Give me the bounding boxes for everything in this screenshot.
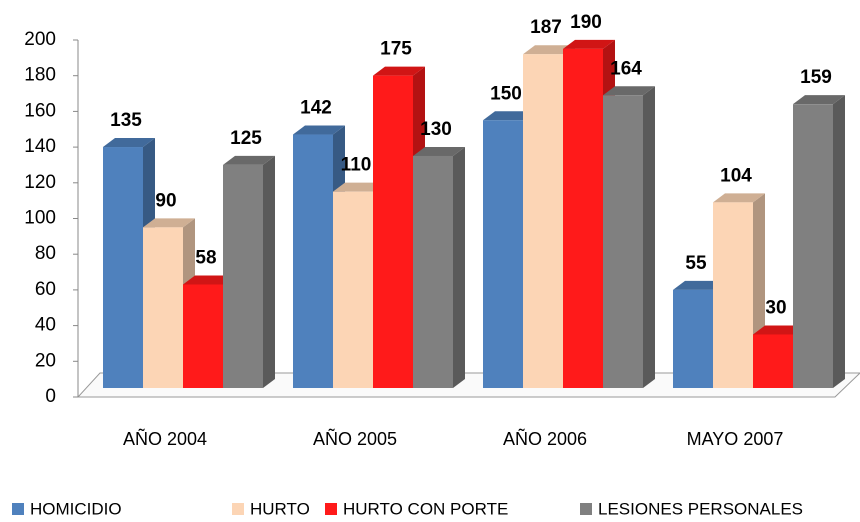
legend-label: HURTO — [250, 499, 310, 518]
bar-top — [563, 39, 615, 49]
bar-front — [563, 48, 603, 388]
bar-top — [523, 45, 575, 55]
bar-front — [753, 334, 793, 388]
y-tick-label: 40 — [35, 315, 56, 336]
bar-front — [413, 155, 453, 388]
data-label: 142 — [300, 98, 332, 119]
x-tick-label: AÑO 2004 — [123, 428, 207, 449]
y-tick-label: 100 — [24, 208, 56, 229]
bar-front — [223, 164, 263, 388]
data-label: 150 — [490, 83, 522, 104]
data-label: 90 — [155, 190, 176, 211]
bar-side — [833, 95, 845, 388]
legend-label: HURTO CON PORTE — [343, 499, 508, 518]
bar-top — [673, 280, 725, 290]
bar-front — [373, 75, 413, 388]
bar-side — [643, 86, 655, 388]
bar-top — [373, 66, 425, 76]
bar — [183, 275, 235, 388]
x-tick-label: AÑO 2006 — [503, 428, 587, 449]
bar-front — [143, 227, 183, 388]
data-label: 104 — [720, 165, 752, 186]
y-tick-label: 200 — [24, 29, 56, 50]
bar — [603, 86, 655, 388]
bar-front — [673, 289, 713, 388]
bar-front — [183, 284, 223, 388]
data-label: 135 — [110, 110, 142, 131]
x-tick-label: MAYO 2007 — [687, 429, 784, 449]
bar-top — [103, 138, 155, 148]
x-tick-label: AÑO 2005 — [313, 428, 397, 449]
bar-top — [183, 275, 235, 285]
data-label: 187 — [530, 17, 562, 38]
bar-front — [713, 202, 753, 388]
y-tick-label: 80 — [35, 243, 56, 264]
y-tick-label: 180 — [24, 65, 56, 86]
data-label: 175 — [380, 39, 412, 60]
bar-top — [603, 86, 655, 96]
bar-front — [293, 134, 333, 388]
legend-swatch — [12, 503, 24, 515]
bar-top — [413, 146, 465, 156]
bar-side — [263, 155, 275, 388]
data-label: 110 — [341, 155, 372, 176]
bar-front — [103, 147, 143, 388]
data-label: 55 — [685, 253, 707, 274]
bar-front — [603, 95, 643, 388]
legend-swatch — [325, 503, 337, 515]
bar-front — [483, 120, 523, 388]
legend-swatch — [580, 503, 592, 515]
bar-top — [713, 193, 765, 203]
data-label: 125 — [230, 128, 262, 149]
data-label: 164 — [610, 58, 642, 79]
legend-label: LESIONES PERSONALES — [598, 499, 803, 518]
bar-front — [333, 191, 373, 388]
legend-label: HOMICIDIO — [30, 499, 122, 518]
bar-top — [753, 325, 805, 335]
y-tick-label: 60 — [35, 279, 56, 300]
data-label: 58 — [195, 247, 216, 268]
bar-top — [793, 95, 845, 105]
bar-top — [143, 218, 195, 228]
y-tick-label: 0 — [45, 386, 56, 407]
data-label: 190 — [570, 12, 602, 33]
bar-side — [453, 146, 465, 388]
bar-front — [793, 104, 833, 388]
data-label: 130 — [420, 119, 452, 140]
bar-top — [293, 125, 345, 135]
bar — [793, 95, 845, 388]
bar-top — [483, 111, 535, 121]
y-tick-label: 160 — [24, 100, 56, 121]
bar-top — [223, 155, 275, 165]
legend-swatch — [232, 503, 244, 515]
y-tick-label: 140 — [24, 136, 56, 157]
bar — [413, 146, 465, 388]
data-label: 30 — [765, 297, 786, 318]
bar-front — [523, 54, 563, 389]
data-label: 159 — [800, 67, 832, 88]
bar-top — [333, 182, 385, 192]
bar — [223, 155, 275, 388]
y-tick-label: 20 — [35, 350, 56, 371]
y-tick-label: 120 — [24, 172, 56, 193]
